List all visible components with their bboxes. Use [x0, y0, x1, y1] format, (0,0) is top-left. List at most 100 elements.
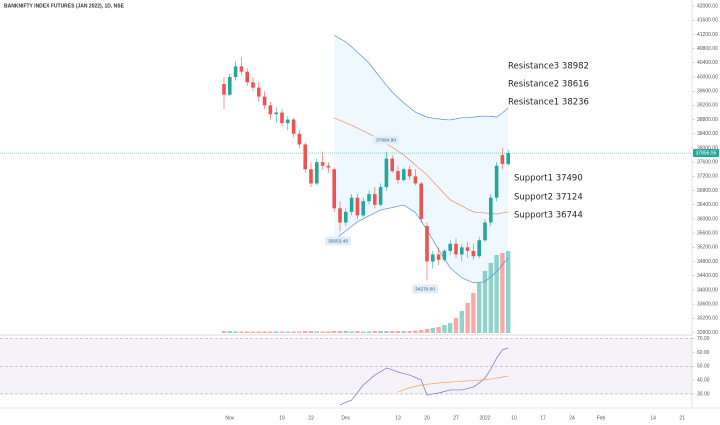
- volume-bar: [250, 331, 256, 333]
- volume-bar: [332, 331, 337, 333]
- volume-bar: [349, 331, 354, 333]
- candle-body: [355, 197, 360, 216]
- y-tick-label: 37200.00: [697, 174, 718, 180]
- candle-body: [384, 158, 389, 188]
- annotation: Support1 37490: [514, 174, 583, 184]
- volume-bar: [395, 331, 401, 333]
- candle-body: [361, 201, 365, 216]
- volume-bar: [366, 331, 372, 333]
- volume-bar: [245, 331, 250, 333]
- candle-body: [326, 165, 331, 168]
- candle-body: [431, 254, 435, 262]
- y-tick-label: 34400.00: [697, 273, 718, 279]
- volume-bar: [262, 331, 267, 333]
- candle-body: [425, 226, 429, 262]
- annotation: Support2 37124: [514, 193, 583, 203]
- y-tick-label: 40800.00: [697, 46, 718, 52]
- x-tick-label: 21: [679, 415, 685, 421]
- volume-bar: [506, 251, 511, 333]
- candle-body: [460, 247, 464, 255]
- y-tick-label: 41200.00: [697, 32, 718, 38]
- candle-body: [477, 240, 481, 257]
- y-tick-label: 41600.00: [697, 18, 718, 24]
- rsi-tick-label: 40.00: [697, 377, 710, 383]
- x-tick-label: 13: [395, 415, 401, 421]
- volume-bar: [500, 253, 505, 333]
- volume-bar: [343, 331, 348, 333]
- candle-body: [500, 155, 505, 164]
- volume-bar: [308, 331, 314, 333]
- volume-bar: [256, 331, 261, 333]
- volume-bar: [390, 331, 395, 333]
- candle-body: [413, 176, 418, 184]
- band-fill: [334, 35, 509, 283]
- volume-bar: [378, 331, 383, 333]
- candle-body: [286, 119, 290, 124]
- volume-bar: [314, 331, 319, 333]
- rsi-line: [339, 347, 509, 406]
- volume-bar: [436, 327, 441, 333]
- candle-body: [436, 254, 441, 260]
- candle-body: [373, 194, 377, 205]
- rsi-tick-label: 30.00: [697, 391, 710, 397]
- candle-body: [222, 84, 226, 95]
- volume-bar: [274, 331, 279, 333]
- annotation: Resistance2 38616: [508, 80, 589, 90]
- y-tick-label: 38000.00: [697, 145, 718, 151]
- volume-bar: [285, 331, 290, 333]
- candle-body: [245, 71, 249, 83]
- volume-bar: [413, 330, 418, 333]
- x-tick-label: 17: [540, 415, 546, 421]
- last-price-label: 37856.95: [696, 150, 717, 156]
- y-tick-label: 34000.00: [697, 287, 718, 293]
- candle-body: [407, 169, 412, 177]
- volume-bar: [488, 263, 493, 333]
- candle-body: [268, 105, 273, 115]
- candle-body: [390, 158, 394, 172]
- x-tick-label: 19: [279, 415, 285, 421]
- volume-bar: [471, 293, 476, 333]
- volume-bar: [326, 331, 331, 333]
- candle-body: [320, 162, 325, 166]
- x-tick-label: 24: [569, 415, 575, 421]
- candle-body: [228, 77, 232, 95]
- candle-body: [506, 153, 510, 164]
- volume-bar: [384, 331, 389, 333]
- y-tick-label: 36000.00: [697, 216, 718, 222]
- volume-bar: [361, 331, 366, 333]
- volume-bar: [279, 331, 285, 333]
- rsi-tick-label: 50.00: [697, 364, 710, 370]
- volume-bar: [221, 331, 227, 333]
- y-tick-label: 38800.00: [697, 117, 718, 123]
- candle-body: [396, 171, 400, 180]
- annotation: Resistance1 38236: [508, 98, 589, 108]
- x-tick-label: 27: [453, 415, 459, 421]
- candle-body: [315, 162, 319, 184]
- y-tick-label: 37600.00: [697, 160, 718, 166]
- candle-body: [251, 82, 255, 88]
- candle-body: [297, 133, 302, 145]
- candle-body: [489, 197, 493, 223]
- callout-label: 35653.40: [328, 238, 348, 244]
- callout-label: 34270.00: [415, 286, 435, 292]
- volume-bar: [442, 325, 447, 333]
- band-middle: [334, 117, 509, 215]
- volume-bar: [303, 331, 308, 333]
- volume-bar: [239, 331, 244, 333]
- candle-body: [274, 112, 278, 115]
- rsi-tick-label: 60.00: [697, 350, 710, 356]
- volume-bar: [459, 311, 464, 333]
- candle-body: [233, 66, 238, 78]
- candle-body: [344, 211, 348, 223]
- callout-box: [412, 284, 438, 294]
- volume-bar: [372, 331, 377, 333]
- annotation: Support3 36744: [514, 211, 583, 221]
- y-tick-label: 40000.00: [697, 74, 718, 80]
- volume-bar: [337, 331, 343, 333]
- candle-body: [309, 169, 313, 184]
- y-tick-label: 42000.00: [697, 3, 718, 9]
- candle-body: [442, 250, 447, 260]
